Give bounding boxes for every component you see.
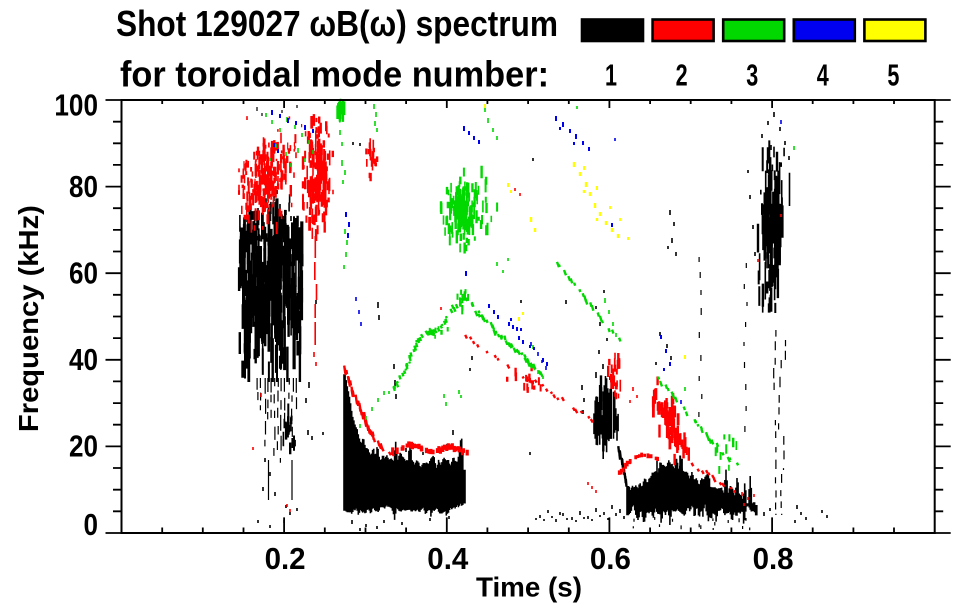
svg-text:40: 40: [69, 342, 98, 377]
svg-text:2: 2: [676, 58, 688, 93]
svg-text:0.4: 0.4: [427, 541, 469, 576]
svg-text:0.2: 0.2: [265, 541, 306, 576]
svg-text:Frequency (kHz): Frequency (kHz): [13, 205, 44, 432]
svg-text:20: 20: [69, 429, 98, 464]
svg-text:5: 5: [887, 58, 899, 93]
svg-text:Shot 129027 ωB(ω) spectrum: Shot 129027 ωB(ω) spectrum: [116, 3, 558, 44]
svg-text:60: 60: [69, 255, 98, 290]
svg-text:1: 1: [605, 58, 617, 93]
svg-text:Time (s): Time (s): [476, 571, 582, 602]
svg-text:100: 100: [54, 88, 98, 123]
svg-text:80: 80: [69, 169, 98, 204]
svg-text:for toroidal mode number:: for toroidal mode number:: [120, 54, 549, 95]
svg-text:0.6: 0.6: [590, 541, 631, 576]
svg-text:0.8: 0.8: [753, 541, 794, 576]
svg-text:0: 0: [84, 507, 99, 542]
svg-text:4: 4: [817, 58, 830, 93]
svg-text:3: 3: [746, 58, 758, 93]
